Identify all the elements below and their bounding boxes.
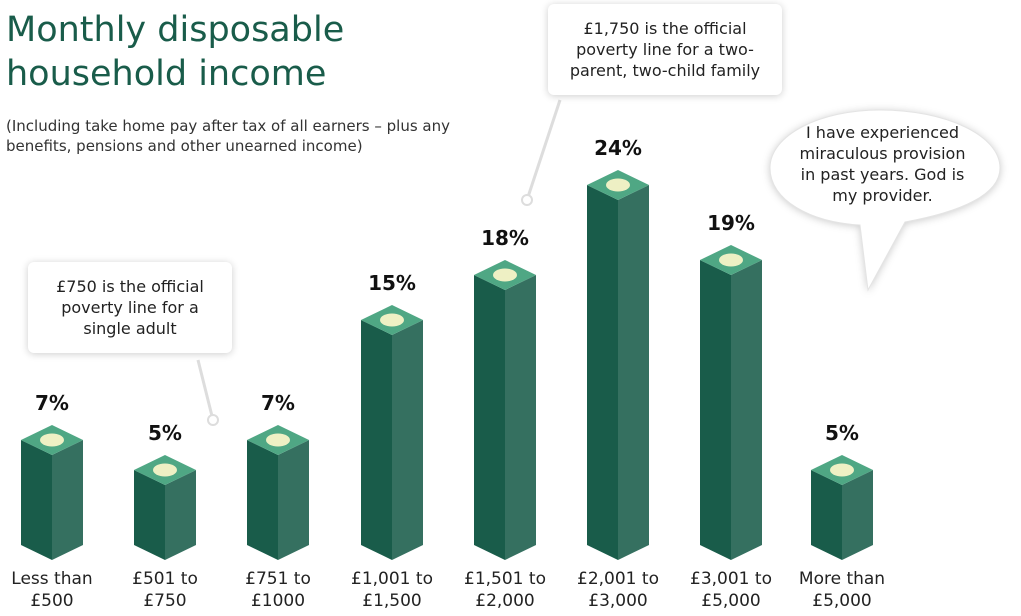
bar-right-face [731, 260, 762, 560]
bar-left-face [361, 320, 392, 560]
value-label: 7% [261, 391, 295, 415]
bar-right-face [52, 440, 83, 560]
value-label: 5% [825, 421, 859, 445]
coin [606, 178, 630, 192]
value-label: 24% [594, 136, 642, 160]
pointer [196, 359, 215, 421]
x-tick-label: £501 to £750 [132, 569, 198, 611]
chart-subtitle: (Including take home pay after tax of al… [6, 117, 450, 155]
value-label: 5% [148, 421, 182, 445]
bar-left-face [134, 470, 165, 560]
speech-bubble [769, 109, 1001, 292]
bar-right-face [278, 440, 309, 560]
bar [247, 425, 309, 560]
coin [153, 463, 177, 477]
bar [587, 170, 649, 560]
bar-left-face [700, 260, 731, 560]
x-tick-label: £3,001 to £5,000 [690, 569, 772, 611]
chart-title: Monthly disposable household income [6, 10, 345, 94]
bar-right-face [392, 320, 423, 560]
pointer-dot [207, 414, 219, 426]
x-tick-label: More than £5,000 [798, 569, 886, 611]
bar-right-face [505, 275, 536, 560]
coin [830, 463, 854, 477]
quote: I have experienced miraculous provision … [799, 123, 966, 205]
bar-left-face [247, 440, 278, 560]
x-tick-label: £751 to £1000 [245, 569, 311, 611]
bar-left-face [811, 470, 842, 560]
bar [361, 305, 423, 560]
bar-right-face [618, 185, 649, 560]
bar [134, 455, 196, 560]
bar [474, 260, 536, 560]
x-tick-label: £1,001 to £1,500 [351, 569, 433, 611]
coin [40, 433, 64, 447]
bar-left-face [21, 440, 52, 560]
value-label: 15% [368, 271, 416, 295]
x-tick-label: £2,001 to £3,000 [577, 569, 659, 611]
annotation: £750 is the official poverty line for a … [28, 262, 232, 353]
coin [380, 313, 404, 327]
coin [493, 268, 517, 282]
pointer-dot [521, 194, 533, 206]
bar-left-face [587, 185, 618, 560]
x-tick-label: Less than £500 [11, 569, 93, 611]
coin [719, 253, 743, 267]
bar [700, 245, 762, 560]
bar-right-face [842, 470, 873, 560]
x-tick-label: £1,501 to £2,000 [464, 569, 546, 611]
value-label: 18% [481, 226, 529, 250]
bar-right-face [165, 470, 196, 560]
bar [21, 425, 83, 560]
bar [811, 455, 873, 560]
bar-left-face [474, 275, 505, 560]
annotation: £1,750 is the official poverty line for … [548, 4, 782, 95]
value-label: 19% [707, 211, 755, 235]
coin [266, 433, 290, 447]
value-label: 7% [35, 391, 69, 415]
pointer [525, 99, 562, 201]
